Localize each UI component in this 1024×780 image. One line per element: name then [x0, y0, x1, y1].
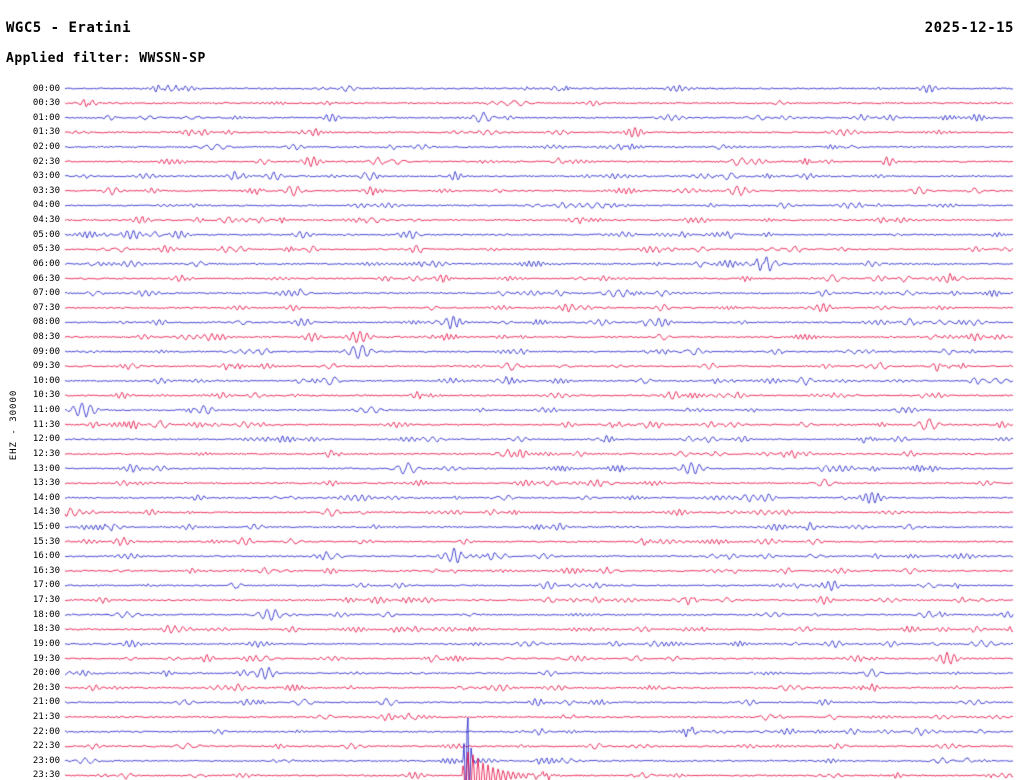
- time-label: 01:30: [32, 127, 60, 138]
- time-label: 19:30: [32, 653, 60, 664]
- time-label: 08:00: [32, 317, 60, 328]
- time-label: 06:30: [32, 273, 60, 284]
- time-label: 17:00: [32, 580, 60, 591]
- time-label: 14:30: [32, 507, 60, 518]
- time-label: 14:00: [32, 492, 60, 503]
- time-label: 00:30: [32, 98, 60, 109]
- date-label: 2025-12-15: [924, 20, 1014, 36]
- time-label: 13:30: [32, 478, 60, 489]
- time-label: 01:00: [32, 112, 60, 123]
- time-label: 07:00: [32, 288, 60, 299]
- time-label: 09:30: [32, 361, 60, 372]
- time-label: 05:00: [32, 229, 60, 240]
- time-label: 22:00: [32, 726, 60, 737]
- station-title: WGC5 - Eratini: [6, 20, 132, 36]
- time-label: 13:00: [32, 463, 60, 474]
- time-label: 07:30: [32, 302, 60, 313]
- time-label: 20:30: [32, 682, 60, 693]
- time-label: 23:00: [32, 755, 60, 766]
- time-label: 21:30: [32, 712, 60, 723]
- time-label: 19:00: [32, 638, 60, 649]
- time-label: 03:30: [32, 185, 60, 196]
- time-label: 10:00: [32, 375, 60, 386]
- time-label: 18:30: [32, 624, 60, 635]
- time-label: 08:30: [32, 331, 60, 342]
- time-label: 18:00: [32, 609, 60, 620]
- time-label: 16:00: [32, 551, 60, 562]
- time-label: 02:00: [32, 141, 60, 152]
- time-label: 03:00: [32, 171, 60, 182]
- time-label: 23:30: [32, 770, 60, 780]
- time-label: 02:30: [32, 156, 60, 167]
- time-label: 16:30: [32, 565, 60, 576]
- time-label: 05:30: [32, 244, 60, 255]
- time-label: 04:30: [32, 215, 60, 226]
- time-label: 20:00: [32, 668, 60, 679]
- time-label: 17:30: [32, 595, 60, 606]
- time-label: 21:00: [32, 697, 60, 708]
- time-label: 00:00: [32, 83, 60, 94]
- time-label: 11:30: [32, 419, 60, 430]
- time-label: 12:00: [32, 434, 60, 445]
- time-label: 04:00: [32, 200, 60, 211]
- time-label: 06:00: [32, 258, 60, 269]
- time-label: 22:30: [32, 741, 60, 752]
- time-label: 10:30: [32, 390, 60, 401]
- time-label: 11:00: [32, 405, 60, 416]
- time-label: 12:30: [32, 448, 60, 459]
- channel-scale-label: EHZ - 30000: [9, 389, 19, 461]
- filter-label: Applied filter: WWSSN-SP: [6, 51, 206, 66]
- time-label: 09:00: [32, 346, 60, 357]
- time-label: 15:30: [32, 536, 60, 547]
- time-label: 15:00: [32, 522, 60, 532]
